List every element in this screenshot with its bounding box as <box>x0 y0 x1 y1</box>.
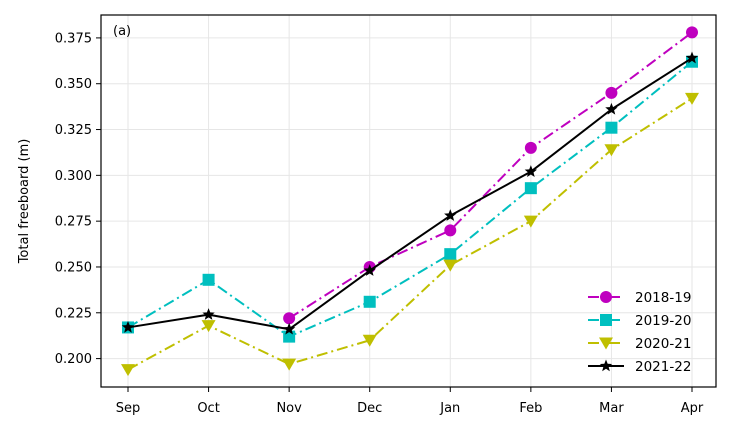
x-tick-label: Feb <box>519 401 542 416</box>
y-tick-label: 0.200 <box>55 352 92 367</box>
data-point <box>605 102 618 115</box>
grid-lines <box>101 15 716 387</box>
plot-frame <box>100 14 717 388</box>
data-point <box>600 291 612 303</box>
data-point <box>444 224 457 237</box>
data-point <box>443 259 458 272</box>
data-point <box>599 337 613 350</box>
x-tick-label: Apr <box>681 401 704 416</box>
series-2018-19 <box>283 26 698 325</box>
data-point <box>523 215 538 228</box>
data-point <box>202 273 215 286</box>
data-point <box>599 359 613 372</box>
data-point <box>604 144 619 157</box>
y-tick-label: 0.300 <box>55 169 92 184</box>
legend-label: 2018-19 <box>635 290 691 306</box>
data-point <box>363 295 376 308</box>
series-line <box>288 31 693 320</box>
data-point <box>202 308 215 320</box>
y-tick-label: 0.325 <box>55 123 92 138</box>
data-point <box>686 55 698 68</box>
data-point <box>685 92 699 105</box>
x-tick-label: Dec <box>357 401 382 416</box>
x-tick-label: Oct <box>197 401 219 416</box>
data-point <box>121 320 135 333</box>
series-lines <box>121 26 699 377</box>
x-tick-label: Jan <box>439 401 460 416</box>
x-tick-label: Mar <box>599 401 624 416</box>
series-line <box>127 97 693 371</box>
data-point <box>444 209 457 221</box>
data-point <box>686 26 698 39</box>
legend: 2018-19 2019-20 2020-21 2021-22 <box>588 290 691 375</box>
y-tick-label: 0.275 <box>55 215 92 230</box>
legend-label: 2019-20 <box>635 313 691 329</box>
data-point <box>201 320 216 333</box>
data-point <box>605 86 618 99</box>
data-point <box>600 314 612 326</box>
y-axis-label: Total freeboard (m) <box>17 139 32 265</box>
data-point <box>283 330 296 343</box>
data-point <box>524 141 537 154</box>
legend-label: 2021-22 <box>635 359 691 375</box>
series-line <box>127 60 693 338</box>
data-point <box>524 182 537 195</box>
data-point <box>685 51 699 64</box>
legend-item: 2018-19 <box>588 290 691 306</box>
series-2020-21 <box>121 92 699 377</box>
data-point <box>444 248 457 261</box>
data-point <box>282 358 297 371</box>
data-point <box>283 312 296 325</box>
axis-ticks: Sep Oct Nov Dec Jan Feb Mar Apr 0.200 0.225 0.250 0… <box>55 31 704 416</box>
legend-item: 2019-20 <box>588 313 691 329</box>
y-tick-label: 0.225 <box>55 306 92 321</box>
y-tick-label: 0.250 <box>55 260 92 275</box>
legend-item: 2021-22 <box>588 359 691 375</box>
data-point <box>363 264 376 276</box>
series-2021-22 <box>121 51 699 335</box>
x-tick-label: Nov <box>276 401 302 416</box>
data-point <box>524 165 538 177</box>
data-point <box>605 121 618 134</box>
data-point <box>121 364 135 377</box>
y-tick-label: 0.375 <box>55 31 92 46</box>
x-tick-label: Sep <box>116 401 141 416</box>
legend-label: 2020-21 <box>635 336 691 352</box>
data-point <box>362 334 377 347</box>
y-tick-label: 0.350 <box>55 77 92 92</box>
series-line <box>127 57 693 331</box>
panel-label: (a) <box>113 24 131 39</box>
legend-item: 2020-21 <box>588 336 691 352</box>
data-point <box>282 322 296 335</box>
